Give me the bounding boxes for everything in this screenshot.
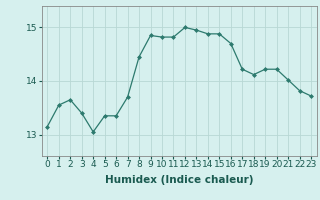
X-axis label: Humidex (Indice chaleur): Humidex (Indice chaleur) [105,175,253,185]
